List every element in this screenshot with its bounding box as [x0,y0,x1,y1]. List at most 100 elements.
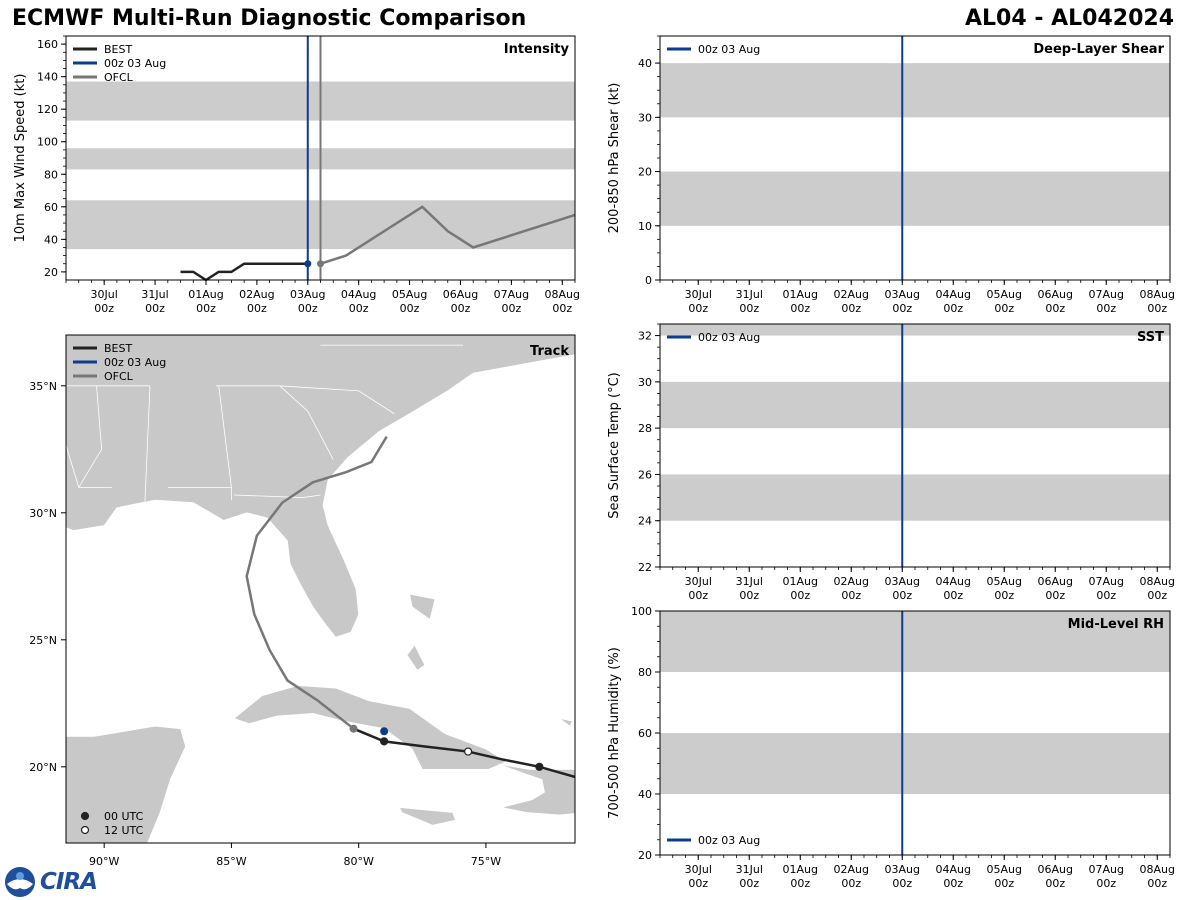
sst-frame [659,323,1171,568]
shear-xtick-label: 01Aug [783,288,818,301]
shear-ytick-label: 40 [638,57,652,70]
rh-ytick-label: 100 [631,605,652,618]
sst-ytick-label: 30 [638,376,652,389]
state-border [279,385,395,415]
shear-xtick-label: 30Jul [685,288,712,301]
rh-xtick-sub: 00z [1147,877,1167,890]
intensity-xtick-label: 31Jul [141,288,168,301]
track-legend-label: OFCL [104,370,134,383]
sst-xtick-label: 06Aug [1038,575,1073,588]
shear-xtick-label: 02Aug [834,288,869,301]
shear-chart: 01020304030Jul00z31Jul00z01Aug00z02Aug00… [607,35,1175,315]
rh-ytick-label: 40 [638,788,652,801]
sst-ylabel: Sea Surface Temp (°C) [607,372,622,519]
ofcl-start-dot [317,260,324,268]
intensity-xtick-label: 30Jul [91,288,118,301]
shear-title: Deep-Layer Shear [1033,42,1164,57]
intensity-ytick-label: 80 [44,168,58,181]
shear-xtick-sub: 00z [688,302,708,315]
state-border [144,385,151,503]
noaa-cira-logo: CIRA [4,866,98,898]
rh-ytick-label: 20 [638,849,652,862]
page-title: ECMWF Multi-Run Diagnostic Comparison [12,6,527,31]
best-track-dot-12utc [464,747,473,756]
shear-xtick-label: 03Aug [885,288,920,301]
shear-xtick-sub: 00z [994,302,1014,315]
state-border [233,494,321,498]
turks-caicos [559,718,574,727]
intensity-xtick-sub: 00z [501,302,521,315]
state-border [216,385,334,460]
rh-xtick-sub: 00z [688,877,708,890]
rh-xtick-label: 31Jul [736,863,763,876]
noaa-logo-icon [5,867,35,897]
track-legend-label: BEST [104,342,132,355]
sst-legend-label: 00z 03 Aug [698,331,760,344]
sst-xtick-sub: 00z [841,589,861,602]
sst-band [660,474,1170,521]
shear-xtick-label: 31Jul [736,288,763,301]
intensity-xtick-sub: 00z [552,302,572,315]
sst-xtick-sub: 00z [1045,589,1065,602]
sst-xtick-label: 08Aug [1140,575,1175,588]
rh-xtick-sub: 00z [994,877,1014,890]
sst-xtick-sub: 00z [790,589,810,602]
shear-xtick-sub: 00z [1147,302,1167,315]
intensity-xtick-sub: 00z [298,302,318,315]
intensity-xtick-sub: 00z [196,302,216,315]
shear-xtick-sub: 00z [790,302,810,315]
rh-xtick-label: 07Aug [1089,863,1124,876]
rh-ytick-label: 80 [638,666,652,679]
shear-xtick-label: 04Aug [936,288,971,301]
track-title: Track [530,344,569,359]
shear-ytick-label: 20 [638,166,652,179]
shear-frame [659,35,1171,281]
intensity-xtick-label: 02Aug [239,288,274,301]
sst-xtick-label: 04Aug [936,575,971,588]
rh-xtick-sub: 00z [943,877,963,890]
track-legend-label: 00z 03 Aug [104,356,166,369]
intensity-xtick-sub: 00z [94,302,114,315]
rh-xtick-sub: 00z [892,877,912,890]
rh-xtick-label: 02Aug [834,863,869,876]
intensity-legend-label: BEST [104,43,132,56]
best-track-dot-00utc [380,737,389,746]
shear-xtick-sub: 00z [739,302,759,315]
jamaica [398,806,456,826]
sst-ytick-label: 32 [638,330,652,343]
intensity-xtick-label: 08Aug [545,288,580,301]
shear-xtick-sub: 00z [1096,302,1116,315]
track-frame [65,334,576,844]
shear-xtick-label: 07Aug [1089,288,1124,301]
ofcl-intensity-line [320,205,576,265]
intensity-xtick-sub: 00z [451,302,471,315]
sst-xtick-label: 03Aug [885,575,920,588]
intensity-xtick-label: 03Aug [290,288,325,301]
hispaniola [498,763,575,816]
sst-xtick-sub: 00z [994,589,1014,602]
rh-xtick-label: 03Aug [885,863,920,876]
track-legend-label: 00 UTC [104,810,144,823]
intensity-xtick-label: 06Aug [443,288,478,301]
intensity-ytick-label: 120 [37,103,58,116]
sst-xtick-label: 07Aug [1089,575,1124,588]
sst-xtick-label: 05Aug [987,575,1022,588]
rh-band [660,611,1170,672]
track-xtick-label: 90°W [89,855,119,868]
sst-xtick-label: 01Aug [783,575,818,588]
ofcl-track-line [245,435,388,730]
shear-ylabel: 200-850 hPa Shear (kt) [607,83,622,234]
track-legend-marker [80,825,90,835]
sst-band [660,381,1170,429]
intensity-ytick-label: 60 [44,201,58,214]
track-legend-marker [80,811,90,821]
intensity-ytick-label: 100 [37,136,58,149]
track-ytick-label: 25°N [29,634,57,647]
sst-xtick-sub: 00z [1147,589,1167,602]
sst-xtick-label: 30Jul [685,575,712,588]
rh-ytick-label: 60 [638,727,652,740]
rh-xtick-label: 05Aug [987,863,1022,876]
us-southeast-landmass [66,335,575,638]
run-track-dot [380,727,389,736]
rh-legend-label: 00z 03 Aug [698,834,760,847]
